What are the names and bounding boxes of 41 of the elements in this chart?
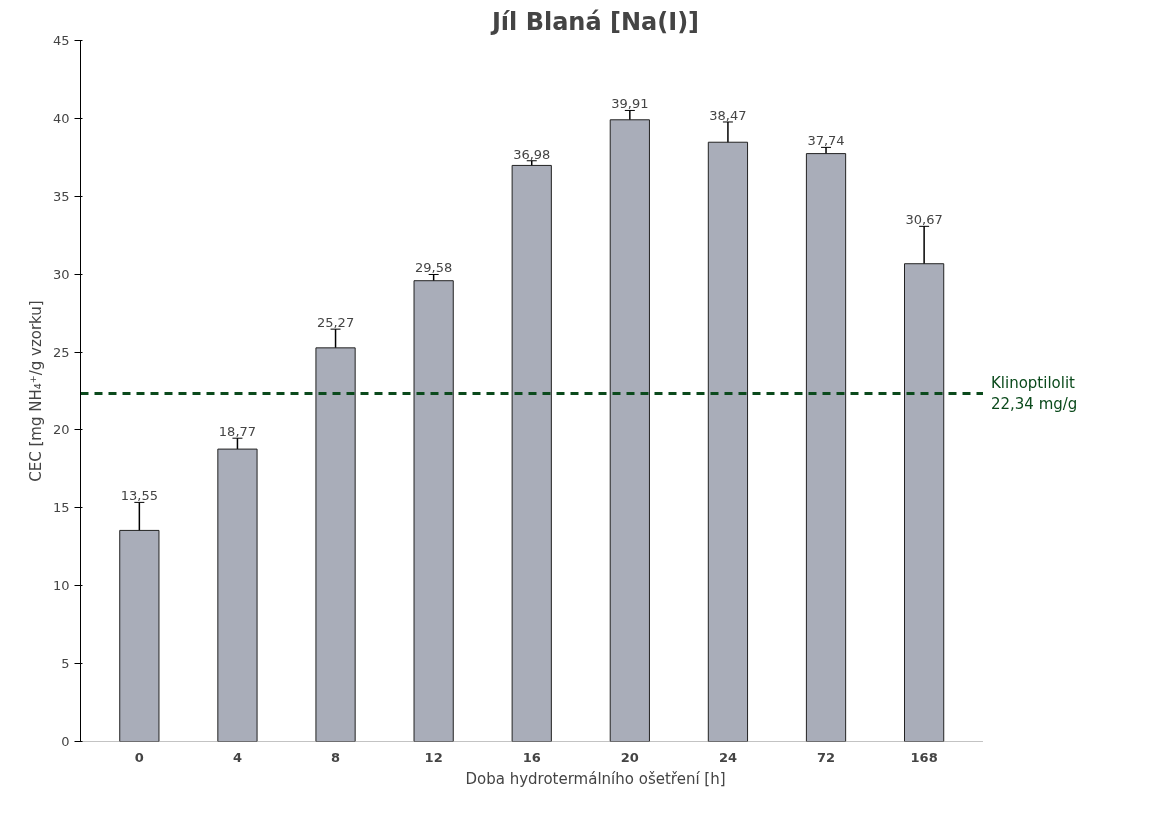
data-label: 38,47 bbox=[709, 107, 747, 123]
x-tick-label: 72 bbox=[816, 749, 836, 765]
data-label: 29,58 bbox=[415, 260, 453, 276]
data-label: 39,91 bbox=[611, 96, 649, 112]
y-tick-label: 5 bbox=[61, 656, 70, 672]
y-tick-label: 15 bbox=[52, 500, 70, 516]
x-tick-label: 24 bbox=[718, 749, 737, 765]
data-label: 25,27 bbox=[316, 315, 355, 331]
y-tick-label: 25 bbox=[52, 344, 70, 360]
x-tick-label: 8 bbox=[331, 749, 341, 765]
bar bbox=[315, 347, 356, 742]
y-tick-label: 40 bbox=[52, 110, 70, 126]
x-tick-label: 20 bbox=[620, 749, 639, 765]
y-tick-label: 20 bbox=[52, 422, 70, 438]
y-axis-title: CEC [mg NH₄⁺/g vzorku] bbox=[26, 300, 45, 482]
bar bbox=[707, 141, 749, 742]
x-axis-title: Doba hydrotermálního ošetření [h] bbox=[465, 769, 726, 788]
y-tick-label: 35 bbox=[52, 188, 70, 204]
chart-title: Jíl Blaná [Na(I)] bbox=[489, 7, 700, 36]
bar bbox=[217, 448, 258, 742]
x-tick-label: 4 bbox=[232, 749, 242, 765]
x-tick-label: 16 bbox=[522, 749, 541, 765]
data-label: 13,55 bbox=[120, 488, 158, 504]
bar bbox=[904, 263, 945, 742]
bar bbox=[609, 119, 650, 742]
x-tick-label: 12 bbox=[424, 749, 443, 765]
bar bbox=[805, 153, 847, 742]
bar bbox=[413, 280, 454, 742]
x-tick-label: 168 bbox=[910, 749, 938, 765]
bar bbox=[119, 529, 160, 742]
data-label: 18,77 bbox=[218, 424, 257, 440]
ref-line-label: Klinoptilolit 22,34 mg/g bbox=[990, 373, 1078, 414]
data-label: 30,67 bbox=[905, 212, 943, 228]
y-tick-label: 0 bbox=[61, 734, 70, 749]
data-label: 37,74 bbox=[807, 133, 845, 149]
x-tick-label: 0 bbox=[134, 749, 144, 765]
y-tick-label: 45 bbox=[52, 33, 70, 48]
y-tick-label: 30 bbox=[52, 266, 70, 282]
bar bbox=[511, 164, 552, 742]
data-label: 36,98 bbox=[513, 146, 551, 162]
y-tick-label: 10 bbox=[52, 578, 70, 594]
